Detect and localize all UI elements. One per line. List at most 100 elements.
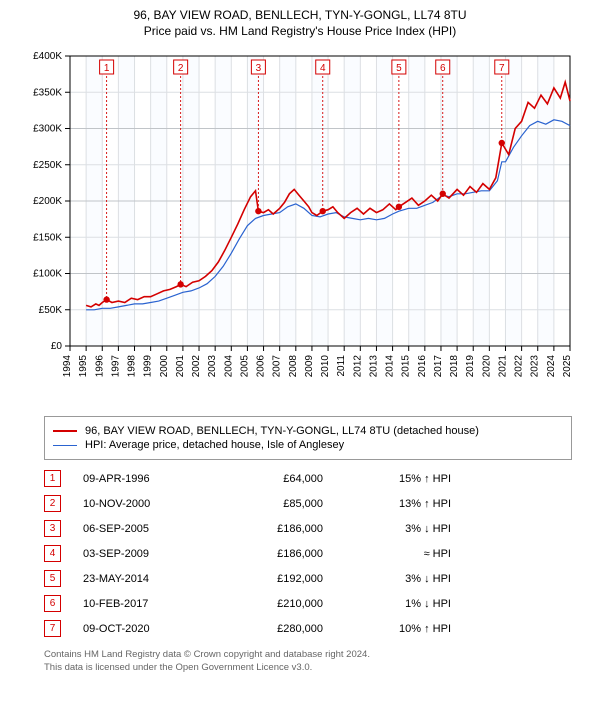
sales-marker: 2 [44,495,61,512]
sales-date: 10-FEB-2017 [83,598,213,610]
svg-text:1997: 1997 [110,355,121,378]
svg-text:2019: 2019 [465,355,476,378]
sales-price: £210,000 [213,598,323,610]
svg-text:1998: 1998 [127,355,138,378]
svg-text:6: 6 [440,63,446,74]
chart-svg: 1994 1995 1996 1997 1998 1999 2000 2001 2002 2003… [20,48,580,408]
legend-row-blue: HPI: Average price, detached house, Isle… [53,439,563,451]
svg-text:2022: 2022 [514,355,525,378]
sales-date: 09-OCT-2020 [83,623,213,635]
svg-text:2021: 2021 [497,355,508,378]
svg-text:2002: 2002 [191,355,202,378]
svg-text:4: 4 [320,63,326,74]
sales-diff: 10% ↑ HPI [323,623,451,635]
chart: 1994 1995 1996 1997 1998 1999 2000 2001 2002 2003… [20,48,580,408]
svg-text:2017: 2017 [433,355,444,378]
svg-text:2014: 2014 [385,355,396,378]
svg-text:£350K: £350K [33,87,62,98]
svg-text:2018: 2018 [449,355,460,378]
sales-row: 5 23-MAY-2014£192,0003% ↓ HPI [44,566,572,591]
svg-text:2025: 2025 [562,355,573,378]
legend-label-red: 96, BAY VIEW ROAD, BENLLECH, TYN-Y-GONGL… [85,425,479,437]
legend-label-blue: HPI: Average price, detached house, Isle… [85,439,344,451]
sales-price: £85,000 [213,498,323,510]
svg-text:2: 2 [178,63,184,74]
sales-marker: 5 [44,570,61,587]
footer: Contains HM Land Registry data © Crown c… [44,649,572,675]
svg-text:£0: £0 [51,341,63,352]
sales-marker: 1 [44,470,61,487]
sales-marker: 3 [44,520,61,537]
sales-row: 7 09-OCT-2020£280,00010% ↑ HPI [44,616,572,641]
sales-row: 2 10-NOV-2000£85,00013% ↑ HPI [44,491,572,516]
svg-text:1999: 1999 [143,355,154,378]
sales-date: 10-NOV-2000 [83,498,213,510]
sales-diff: 13% ↑ HPI [323,498,451,510]
sales-price: £192,000 [213,573,323,585]
legend-swatch-blue [53,445,77,446]
svg-text:2008: 2008 [288,355,299,378]
svg-text:1996: 1996 [94,355,105,378]
svg-text:2013: 2013 [368,355,379,378]
svg-text:2015: 2015 [401,355,412,378]
sales-marker: 6 [44,595,61,612]
sales-marker: 4 [44,545,61,562]
svg-text:2023: 2023 [530,355,541,378]
svg-text:1995: 1995 [78,355,89,378]
sales-row: 1 09-APR-1996£64,00015% ↑ HPI [44,466,572,491]
svg-text:2005: 2005 [239,355,250,378]
svg-text:2012: 2012 [352,355,363,378]
svg-text:£100K: £100K [33,269,62,280]
footer-line2: This data is licensed under the Open Gov… [44,662,572,675]
svg-text:2001: 2001 [175,355,186,378]
svg-text:£300K: £300K [33,124,62,135]
svg-text:£250K: £250K [33,160,62,171]
svg-text:5: 5 [396,63,402,74]
svg-text:£50K: £50K [39,305,63,316]
sales-diff: 1% ↓ HPI [323,598,451,610]
sales-date: 06-SEP-2005 [83,523,213,535]
sales-row: 3 06-SEP-2005£186,0003% ↓ HPI [44,516,572,541]
svg-text:2004: 2004 [223,355,234,378]
sales-row: 4 03-SEP-2009£186,000≈ HPI [44,541,572,566]
svg-text:£150K: £150K [33,232,62,243]
svg-text:2007: 2007 [272,355,283,378]
sales-diff: 15% ↑ HPI [323,473,451,485]
svg-text:1: 1 [104,63,110,74]
svg-text:2024: 2024 [546,355,557,378]
sales-price: £64,000 [213,473,323,485]
svg-text:2003: 2003 [207,355,218,378]
legend: 96, BAY VIEW ROAD, BENLLECH, TYN-Y-GONGL… [44,416,572,460]
footer-line1: Contains HM Land Registry data © Crown c… [44,649,572,662]
sales-marker: 7 [44,620,61,637]
sales-diff: 3% ↓ HPI [323,523,451,535]
sales-price: £186,000 [213,523,323,535]
sales-row: 6 10-FEB-2017£210,0001% ↓ HPI [44,591,572,616]
sales-diff: 3% ↓ HPI [323,573,451,585]
legend-row-red: 96, BAY VIEW ROAD, BENLLECH, TYN-Y-GONGL… [53,425,563,437]
svg-text:2010: 2010 [320,355,331,378]
svg-text:£200K: £200K [33,196,62,207]
title-address: 96, BAY VIEW ROAD, BENLLECH, TYN-Y-GONGL… [10,8,590,22]
title-subtitle: Price paid vs. HM Land Registry's House … [10,24,590,38]
svg-text:7: 7 [499,63,505,74]
svg-text:3: 3 [256,63,262,74]
sales-price: £186,000 [213,548,323,560]
page: 96, BAY VIEW ROAD, BENLLECH, TYN-Y-GONGL… [0,0,600,675]
legend-swatch-red [53,430,77,432]
svg-text:2020: 2020 [481,355,492,378]
svg-text:£400K: £400K [33,51,62,62]
svg-text:2009: 2009 [304,355,315,378]
sales-price: £280,000 [213,623,323,635]
svg-text:2006: 2006 [256,355,267,378]
sales-date: 09-APR-1996 [83,473,213,485]
sales-date: 23-MAY-2014 [83,573,213,585]
svg-text:2011: 2011 [336,355,347,377]
svg-text:2000: 2000 [159,355,170,378]
title-block: 96, BAY VIEW ROAD, BENLLECH, TYN-Y-GONGL… [0,0,600,42]
sales-table: 1 09-APR-1996£64,00015% ↑ HPI 2 10-NOV-2000… [44,466,572,641]
sales-diff: ≈ HPI [323,548,451,560]
svg-text:2016: 2016 [417,355,428,378]
svg-text:1994: 1994 [62,355,73,378]
sales-date: 03-SEP-2009 [83,548,213,560]
